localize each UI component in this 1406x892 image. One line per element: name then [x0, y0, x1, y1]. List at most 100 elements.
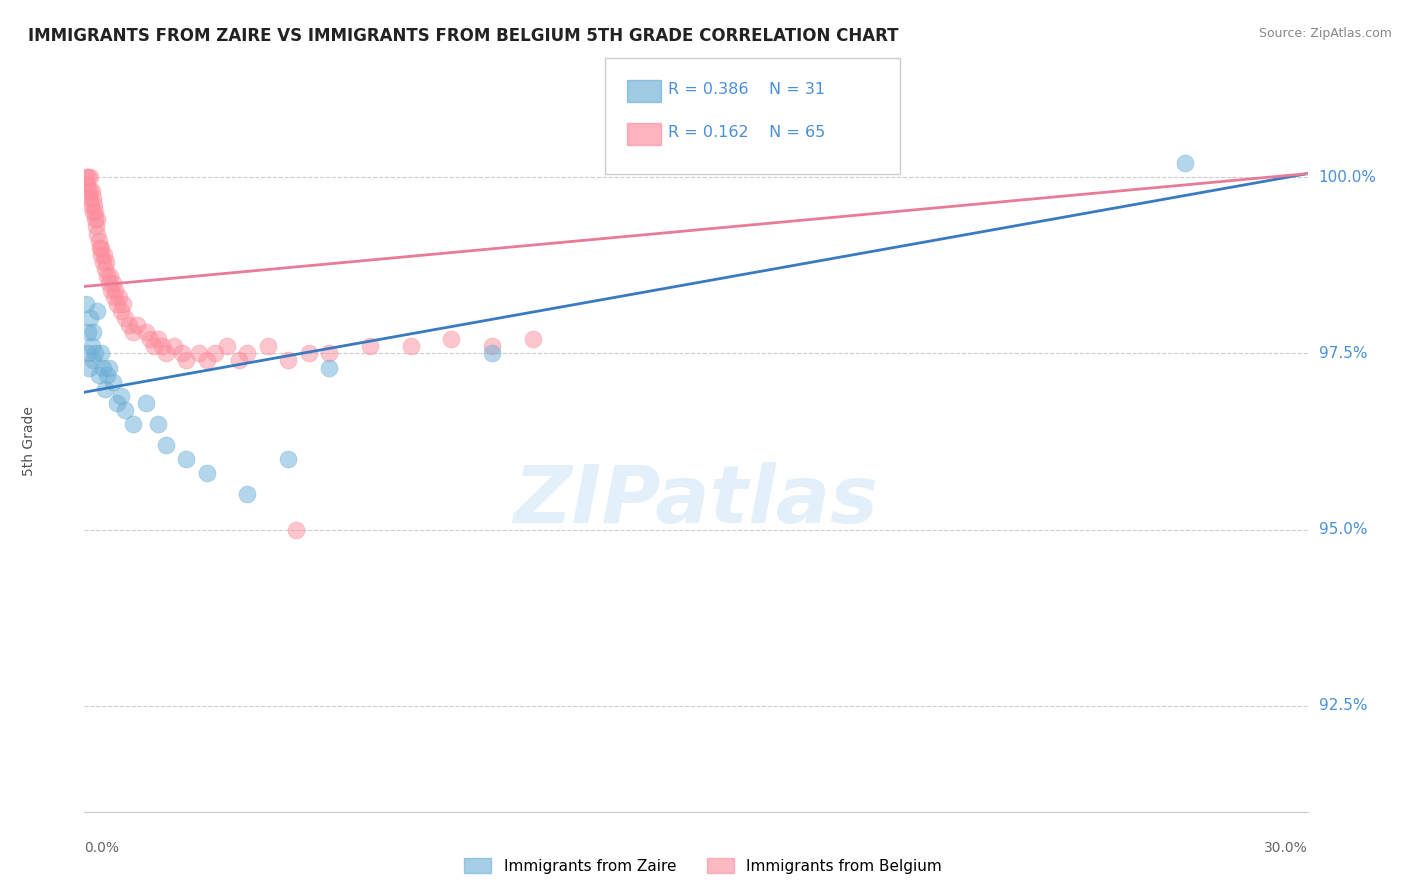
Point [110, 304, 132, 318]
Point [86, 212, 108, 227]
Point [79, 170, 101, 185]
Point [277, 353, 299, 368]
Point [217, 339, 239, 353]
Point [236, 487, 259, 501]
Point [84, 219, 107, 234]
Point [96, 368, 118, 382]
Point [204, 346, 226, 360]
Point [82, 353, 104, 368]
Point [228, 353, 250, 368]
Point [76, 177, 98, 191]
Point [150, 339, 173, 353]
Point [75, 297, 97, 311]
Point [101, 375, 124, 389]
Point [83, 198, 105, 212]
Point [146, 417, 169, 431]
Point [90, 241, 112, 255]
Text: 95.0%: 95.0% [1319, 522, 1367, 537]
Point [298, 346, 321, 360]
Point [80, 339, 103, 353]
Point [127, 318, 149, 333]
Point [77, 191, 100, 205]
Text: IMMIGRANTS FROM ZAIRE VS IMMIGRANTS FROM BELGIUM 5TH GRADE CORRELATION CHART: IMMIGRANTS FROM ZAIRE VS IMMIGRANTS FROM… [28, 27, 898, 45]
Point [481, 346, 503, 360]
Point [93, 261, 115, 276]
Point [80, 198, 103, 212]
Point [103, 290, 125, 304]
Text: ZIPatlas: ZIPatlas [513, 462, 879, 540]
Point [105, 297, 128, 311]
Point [138, 332, 160, 346]
Point [87, 234, 110, 248]
Point [97, 360, 120, 375]
Point [84, 205, 107, 219]
Point [174, 353, 197, 368]
Text: 5th Grade: 5th Grade [22, 407, 37, 476]
Text: R = 0.386    N = 31: R = 0.386 N = 31 [668, 82, 825, 96]
Point [105, 396, 128, 410]
Point [80, 184, 103, 198]
Point [318, 346, 340, 360]
Point [114, 402, 136, 417]
Point [90, 248, 112, 262]
Point [77, 346, 100, 360]
Point [522, 332, 544, 346]
Point [79, 184, 101, 198]
Point [97, 276, 120, 290]
Point [77, 184, 100, 198]
Point [100, 283, 122, 297]
Text: Source: ZipAtlas.com: Source: ZipAtlas.com [1258, 27, 1392, 40]
Point [93, 248, 115, 262]
Point [172, 346, 194, 360]
Point [83, 212, 105, 227]
Point [82, 325, 104, 339]
Point [285, 523, 308, 537]
Point [90, 346, 112, 360]
Point [155, 346, 177, 360]
Point [86, 227, 108, 241]
Point [118, 318, 141, 333]
Point [122, 417, 145, 431]
Point [277, 452, 299, 467]
Point [146, 332, 169, 346]
Text: 100.0%: 100.0% [1319, 169, 1376, 185]
Point [91, 254, 114, 268]
Point [481, 339, 503, 353]
Point [174, 452, 197, 467]
Point [87, 368, 110, 382]
Point [187, 346, 209, 360]
Point [122, 325, 145, 339]
Point [98, 268, 121, 283]
Text: 30.0%: 30.0% [1264, 841, 1308, 855]
Point [82, 191, 104, 205]
Point [142, 339, 165, 353]
Point [108, 290, 131, 304]
Point [86, 304, 108, 318]
Point [110, 389, 132, 403]
Point [82, 205, 104, 219]
Point [236, 346, 259, 360]
Text: 92.5%: 92.5% [1319, 698, 1367, 714]
Point [399, 339, 422, 353]
Point [440, 332, 463, 346]
Point [195, 353, 218, 368]
Point [89, 241, 111, 255]
Point [163, 339, 186, 353]
Point [101, 276, 124, 290]
Point [76, 325, 98, 339]
Point [75, 170, 97, 185]
Point [83, 346, 105, 360]
Point [93, 382, 115, 396]
Point [91, 360, 114, 375]
Point [1174, 156, 1197, 170]
Text: 97.5%: 97.5% [1319, 346, 1367, 361]
Point [94, 254, 117, 268]
Text: R = 0.162    N = 65: R = 0.162 N = 65 [668, 125, 825, 139]
Point [77, 360, 100, 375]
Legend: Immigrants from Zaire, Immigrants from Belgium: Immigrants from Zaire, Immigrants from B… [458, 852, 948, 880]
Point [104, 283, 127, 297]
Point [112, 297, 135, 311]
Point [77, 170, 100, 185]
Point [135, 325, 157, 339]
Point [79, 311, 101, 326]
